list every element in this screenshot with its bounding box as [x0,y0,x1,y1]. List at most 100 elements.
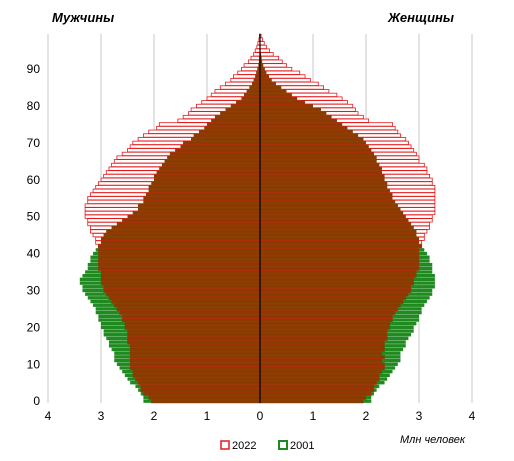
bar-overlap-men [111,226,260,230]
bar-overlap-men [258,63,260,68]
x-tick-label-men: 4 [45,409,52,423]
bar-overlap-men [175,148,260,152]
bar-overlap-women [260,277,414,282]
bar-overlap-men [159,166,260,171]
bar-overlap-men [143,200,260,204]
bar-overlap-women [260,115,332,119]
bar-overlap-men [154,174,260,178]
bar-overlap-women [260,358,382,363]
bar-overlap-men [114,303,260,307]
bar-overlap-women [260,137,364,141]
x-tick-label-men: 3 [98,409,105,423]
bar-2022-men [250,55,261,61]
bar-overlap-women [260,321,390,326]
bar-overlap-men [135,377,260,381]
bar-overlap-women [260,67,265,71]
bar-2022-women [259,48,270,53]
y-tick-label: 20 [27,320,41,334]
bar-overlap-women [260,266,419,271]
bar-overlap-men [138,207,260,211]
y-axis-tick-labels: 0 10 20 30 40 50 60 70 80 90 [27,62,41,408]
bar-overlap-women [260,189,390,193]
bar-overlap-men [122,314,260,318]
bar-overlap-men [253,78,260,82]
bar-overlap-men [98,251,260,256]
bar-overlap-women [260,377,380,381]
x-tick-label-men: 1 [204,409,211,423]
bar-overlap-women [260,262,419,267]
bar-overlap-women [260,314,393,318]
bar-2022-women [259,63,287,68]
x-axis-tick-labels: 4 3 2 1 0 1 2 3 4 [45,409,476,423]
bar-overlap-men [127,340,260,344]
legend-swatch-2001 [278,440,288,450]
bar-overlap-women [260,133,359,138]
bar-overlap-men [127,333,260,337]
bar-overlap-women [260,59,263,64]
bar-overlap-men [230,104,260,108]
bar-overlap-men [169,152,260,156]
bar-overlap-men [193,133,260,138]
bar-overlap-women [260,233,417,237]
bar-overlap-women [260,259,419,263]
bar-overlap-women [260,273,417,278]
bar-overlap-women [260,244,422,248]
bar-overlap-men [101,270,260,274]
bar-overlap-women [260,299,404,304]
x-tick-label-men: 2 [151,409,158,423]
bar-overlap-women [260,119,337,123]
women-title: Женщины [387,10,454,25]
bar-overlap-women [260,329,388,333]
bar-2022-women [259,44,267,50]
bar-overlap-men [106,292,260,296]
unit-label: Млн человек [400,434,466,446]
x-tick-label-women: 3 [416,409,423,423]
bar-overlap-women [260,222,412,226]
x-tick-label-women: 2 [363,409,370,423]
bar-overlap-men [236,100,260,104]
bar-overlap-men [180,144,260,149]
bar-overlap-women [260,100,306,104]
bar-overlap-men [98,248,260,252]
bar-2022-women [259,41,265,46]
bar-overlap-men [161,163,260,167]
bar-overlap-men [211,119,260,123]
bar-overlap-men [214,115,260,119]
bar-overlap-women [260,207,401,211]
men-title: Мужчины [52,10,114,25]
bar-overlap-women [260,192,393,197]
bar-overlap-women [260,155,377,160]
bar-overlap-women [260,170,382,175]
bar-overlap-women [260,89,287,93]
bar-overlap-women [260,185,388,189]
bar-overlap-men [143,392,260,396]
bar-overlap-women [260,226,414,230]
bar-overlap-women [260,285,412,289]
bar-overlap-women [260,395,366,400]
bar-overlap-men [101,281,260,285]
bar-overlap-men [138,203,260,208]
bar-overlap-men [140,388,260,392]
bar-overlap-women [260,229,417,234]
y-tick-label: 30 [27,283,41,297]
bar-overlap-men [191,137,260,141]
bar-overlap-women [260,384,374,389]
bar-overlap-women [260,248,419,252]
bar-overlap-women [260,93,292,97]
bar-overlap-women [260,71,267,75]
legend: 2022 2001 [220,440,314,452]
bar-overlap-men [143,196,260,200]
bar-overlap-women [260,152,374,156]
bar-overlap-men [116,222,261,226]
bar-overlap-women [260,166,382,171]
bar-overlap-men [122,318,260,322]
bar-overlap-women [260,351,382,355]
bar-overlap-men [252,82,260,86]
bar-overlap-women [260,237,419,241]
bar-overlap-men [101,273,260,278]
bar-overlap-men [127,336,260,341]
bar-2022-women [259,59,283,64]
bar-overlap-men [220,111,260,116]
bar-overlap-men [244,93,260,97]
